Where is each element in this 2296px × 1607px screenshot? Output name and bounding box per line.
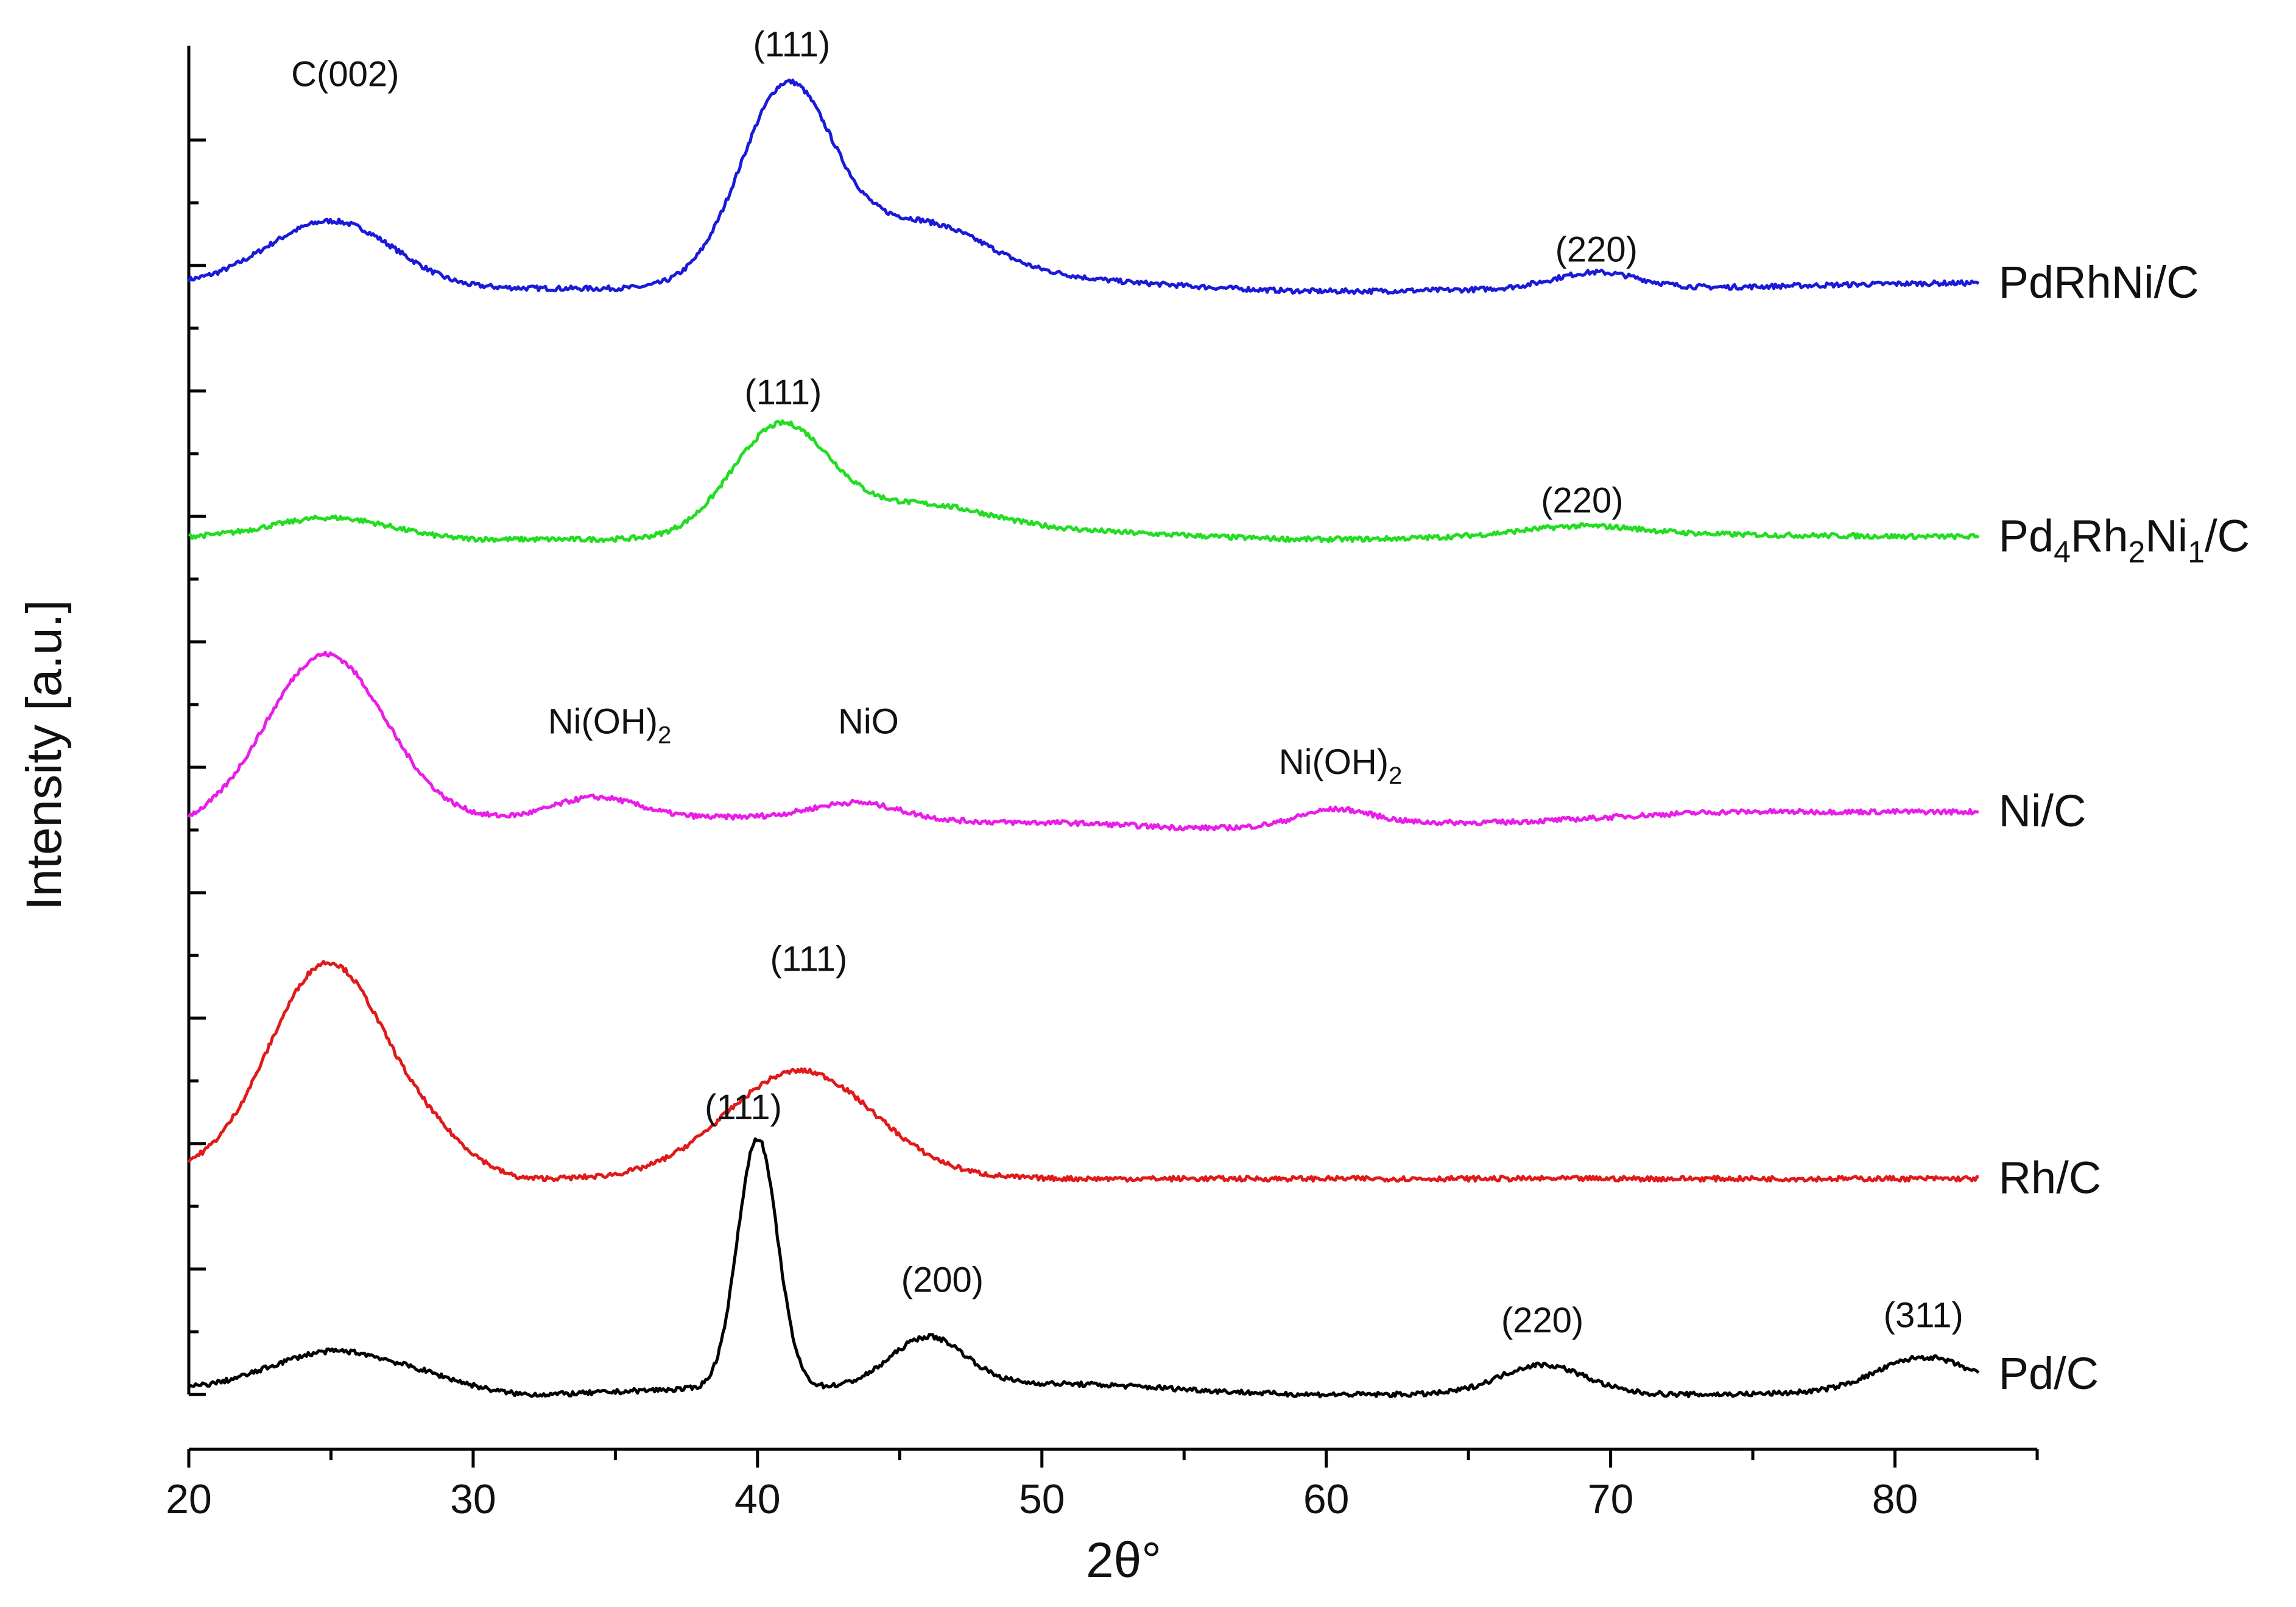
peak-label: (220) (1541, 480, 1623, 520)
peak-label: (111) (744, 373, 822, 412)
series-label: Pd4Rh2Ni1/C (1999, 510, 2250, 569)
series-line-2 (187, 650, 1979, 832)
peak-label: NiO (838, 702, 899, 742)
x-tick-label: 60 (1303, 1476, 1350, 1522)
series-label: Pd/C (1999, 1348, 2099, 1399)
x-tick-label: 80 (1872, 1476, 1918, 1522)
y-axis-title: Intensity [a.u.] (16, 600, 72, 911)
axes: 20 30 40 50 60 70 80 (166, 46, 2039, 1522)
x-axis-title: 2θ° (1086, 1533, 1161, 1588)
series-line-3 (187, 960, 1979, 1183)
peak-label: (220) (1501, 1301, 1583, 1340)
series-label: Ni/C (1999, 786, 2086, 836)
x-tick-label: 30 (450, 1476, 496, 1522)
peak-label: (200) (901, 1261, 984, 1300)
peak-label: (111) (705, 1088, 782, 1127)
peak-label: Ni(OH)2 (548, 702, 672, 749)
peak-label: (111) (753, 25, 830, 65)
x-tick-label: 70 (1588, 1476, 1634, 1522)
series-line-4 (188, 1137, 1980, 1399)
peak-label: Ni(OH)2 (1279, 742, 1403, 789)
x-tick-label: 50 (1019, 1476, 1065, 1522)
peak-label: (311) (1884, 1295, 1963, 1335)
annotations: PdRhNi/C C(002) (111) (220) Pd4Rh2Ni1/C (111)… (291, 25, 2250, 1399)
peak-label: C(002) (291, 54, 399, 94)
x-tick-label: 20 (166, 1476, 212, 1522)
series-curves (187, 79, 1980, 1399)
series-line-1 (188, 419, 1980, 544)
series-line-0 (187, 79, 1980, 295)
series-label: PdRhNi/C (1999, 257, 2199, 308)
series-label: Rh/C (1999, 1153, 2102, 1203)
peak-label: (111) (770, 939, 847, 979)
x-tick-label: 40 (734, 1476, 781, 1522)
peak-label: (220) (1555, 230, 1638, 269)
